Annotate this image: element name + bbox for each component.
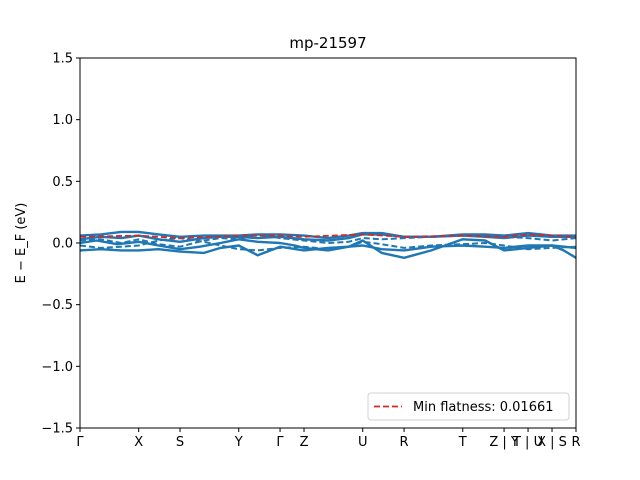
plot-area	[80, 58, 576, 428]
y-tick-label: −1.0	[41, 360, 73, 375]
band-line-dashed-5	[79, 237, 577, 252]
x-tick-label: Γ	[76, 435, 84, 450]
y-axis-label: E − E_F (eV)	[14, 203, 29, 284]
x-tick-label: T | U	[512, 435, 543, 450]
x-tick-label: U	[358, 435, 368, 450]
x-ticks: Γ X S Y Γ Z U R T Z | YT | UX | S R	[76, 428, 581, 450]
y-tick-label: 0.5	[52, 175, 73, 190]
x-tick-label: Γ	[276, 435, 284, 450]
x-tick-label: T	[458, 435, 467, 450]
x-tick-label: X | S	[537, 435, 567, 450]
y-tick-label: −1.5	[41, 422, 73, 437]
x-tick-label: X	[134, 435, 143, 450]
x-tick-label: R	[571, 435, 580, 450]
x-tick-label: Z	[300, 435, 309, 450]
legend-box	[367, 392, 570, 421]
x-tick-label: S	[176, 435, 184, 450]
y-tick-label: −0.5	[41, 298, 73, 313]
y-tick-label: 1.0	[52, 113, 73, 128]
y-tick-label: 1.5	[52, 52, 73, 67]
x-tick-label: R	[400, 435, 409, 450]
series-layer	[79, 230, 577, 259]
x-tick-label: Z | Y	[489, 435, 519, 450]
legend: Min flatness: 0.01661	[367, 392, 570, 421]
chart-title: mp-21597	[289, 34, 366, 52]
band-line-dashed-4	[79, 233, 577, 248]
x-tick-label: Y	[234, 435, 243, 450]
y-ticks: 1.5 1.0 0.5 0.0 −0.5 −1.0 −1.5	[41, 52, 80, 437]
y-tick-label: 0.0	[52, 237, 73, 252]
legend-entry: Min flatness: 0.01661	[413, 400, 554, 415]
band-line-3	[79, 244, 577, 257]
flat-band-line	[79, 233, 577, 240]
